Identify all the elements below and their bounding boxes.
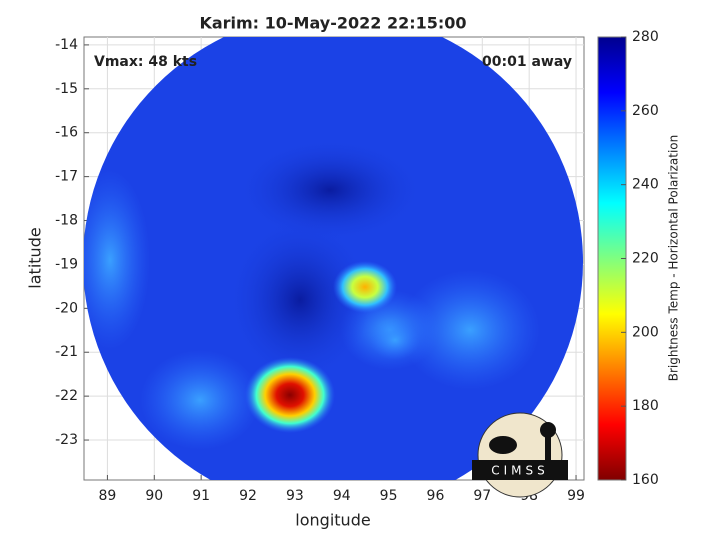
x-tick-label: 92 bbox=[239, 488, 257, 504]
colorbar-tick-label: 160 bbox=[632, 472, 659, 488]
colorbar-tick-label: 240 bbox=[632, 177, 659, 193]
y-tick-label: -22 bbox=[55, 388, 78, 404]
y-tick-label: -16 bbox=[55, 125, 78, 141]
x-tick-label: 97 bbox=[473, 488, 491, 504]
colorbar-tick-label: 180 bbox=[632, 398, 659, 414]
x-tick-label: 91 bbox=[192, 488, 210, 504]
logo: CIMSS bbox=[472, 412, 568, 498]
y-tick-label: -14 bbox=[55, 37, 78, 53]
logo-text: CIMSS bbox=[491, 464, 549, 478]
x-tick-label: 99 bbox=[567, 488, 585, 504]
x-tick-label: 93 bbox=[286, 488, 304, 504]
colorbar-tick-label: 220 bbox=[632, 251, 659, 267]
y-tick-label: -18 bbox=[55, 213, 78, 229]
y-tick-label: -17 bbox=[55, 169, 78, 185]
colorbar-label: Brightness Temp - Horizontal Polarizatio… bbox=[667, 135, 681, 382]
annotation: Vmax: 48 kts bbox=[94, 54, 197, 70]
y-tick-label: -15 bbox=[55, 81, 78, 97]
y-tick-label: -23 bbox=[55, 432, 78, 448]
colorbar-tick-label: 200 bbox=[632, 324, 659, 340]
x-tick-label: 95 bbox=[380, 488, 398, 504]
colorbar-tick-label: 280 bbox=[632, 29, 659, 45]
x-tick-label: 96 bbox=[427, 488, 445, 504]
chart-title: Karim: 10-May-2022 22:15:00 bbox=[199, 14, 466, 33]
swath bbox=[84, 37, 583, 480]
y-tick-label: -20 bbox=[55, 300, 78, 316]
y-tick-label: -21 bbox=[55, 344, 78, 360]
colorbar-tick-label: 260 bbox=[632, 103, 659, 119]
x-tick-label: 90 bbox=[145, 488, 163, 504]
y-axis-label: latitude bbox=[26, 227, 45, 288]
y-tick-label: -19 bbox=[55, 256, 78, 272]
x-tick-label: 94 bbox=[333, 488, 351, 504]
x-tick-label: 89 bbox=[99, 488, 117, 504]
x-axis-label: longitude bbox=[295, 511, 370, 530]
annotation: 00:01 away bbox=[482, 54, 572, 70]
